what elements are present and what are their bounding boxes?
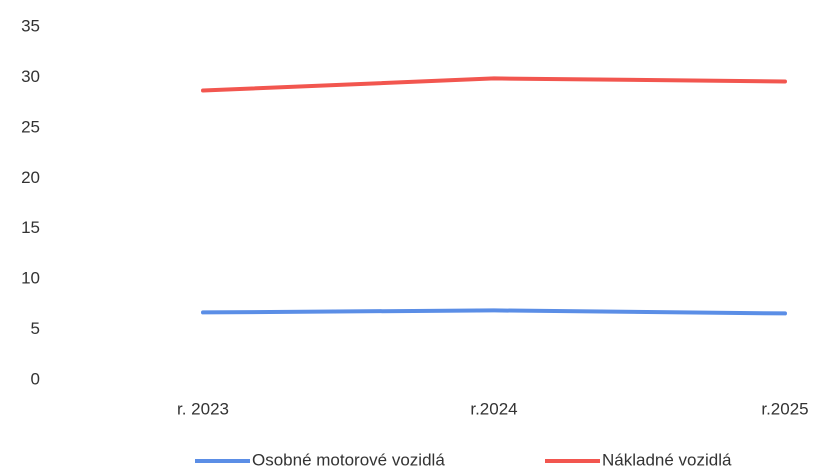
y-tick-label: 35 [21,16,40,35]
y-tick-label: 0 [31,369,40,388]
y-tick-label: 25 [21,117,40,136]
y-tick-label: 20 [21,168,40,187]
y-tick-label: 5 [31,319,40,338]
legend-label: Osobné motorové vozidlá [252,450,445,468]
legend-label: Nákladné vozidlá [602,450,732,468]
y-tick-label: 30 [21,67,40,86]
x-tick-label: r.2025 [761,399,808,418]
x-tick-label: r. 2023 [177,399,229,418]
x-tick-label: r.2024 [470,399,517,418]
y-tick-label: 10 [21,269,40,288]
series-line [201,308,787,316]
y-tick-label: 15 [21,218,40,237]
series-line [201,76,787,93]
